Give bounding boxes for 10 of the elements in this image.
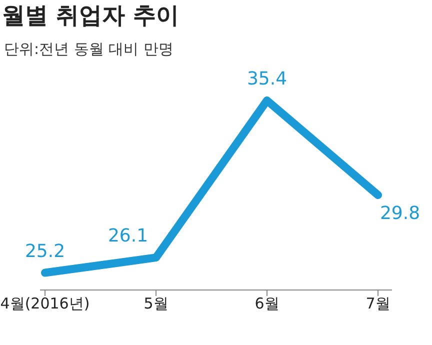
x-tick-label: 5월 [144,294,168,313]
chart-subtitle: 단위:전년 동월 대비 만명 [4,40,174,59]
data-label: 35.4 [246,68,288,90]
data-label: 25.2 [24,240,66,262]
x-tick-label: 6월 [254,294,280,313]
x-tick-label: 7월 [366,294,390,313]
data-label: 26.1 [108,226,148,247]
x-tick-label: 4월(2016년) [0,294,90,313]
chart-title: 월별 취업자 추이 [2,2,180,31]
data-label: 29.8 [380,203,420,224]
